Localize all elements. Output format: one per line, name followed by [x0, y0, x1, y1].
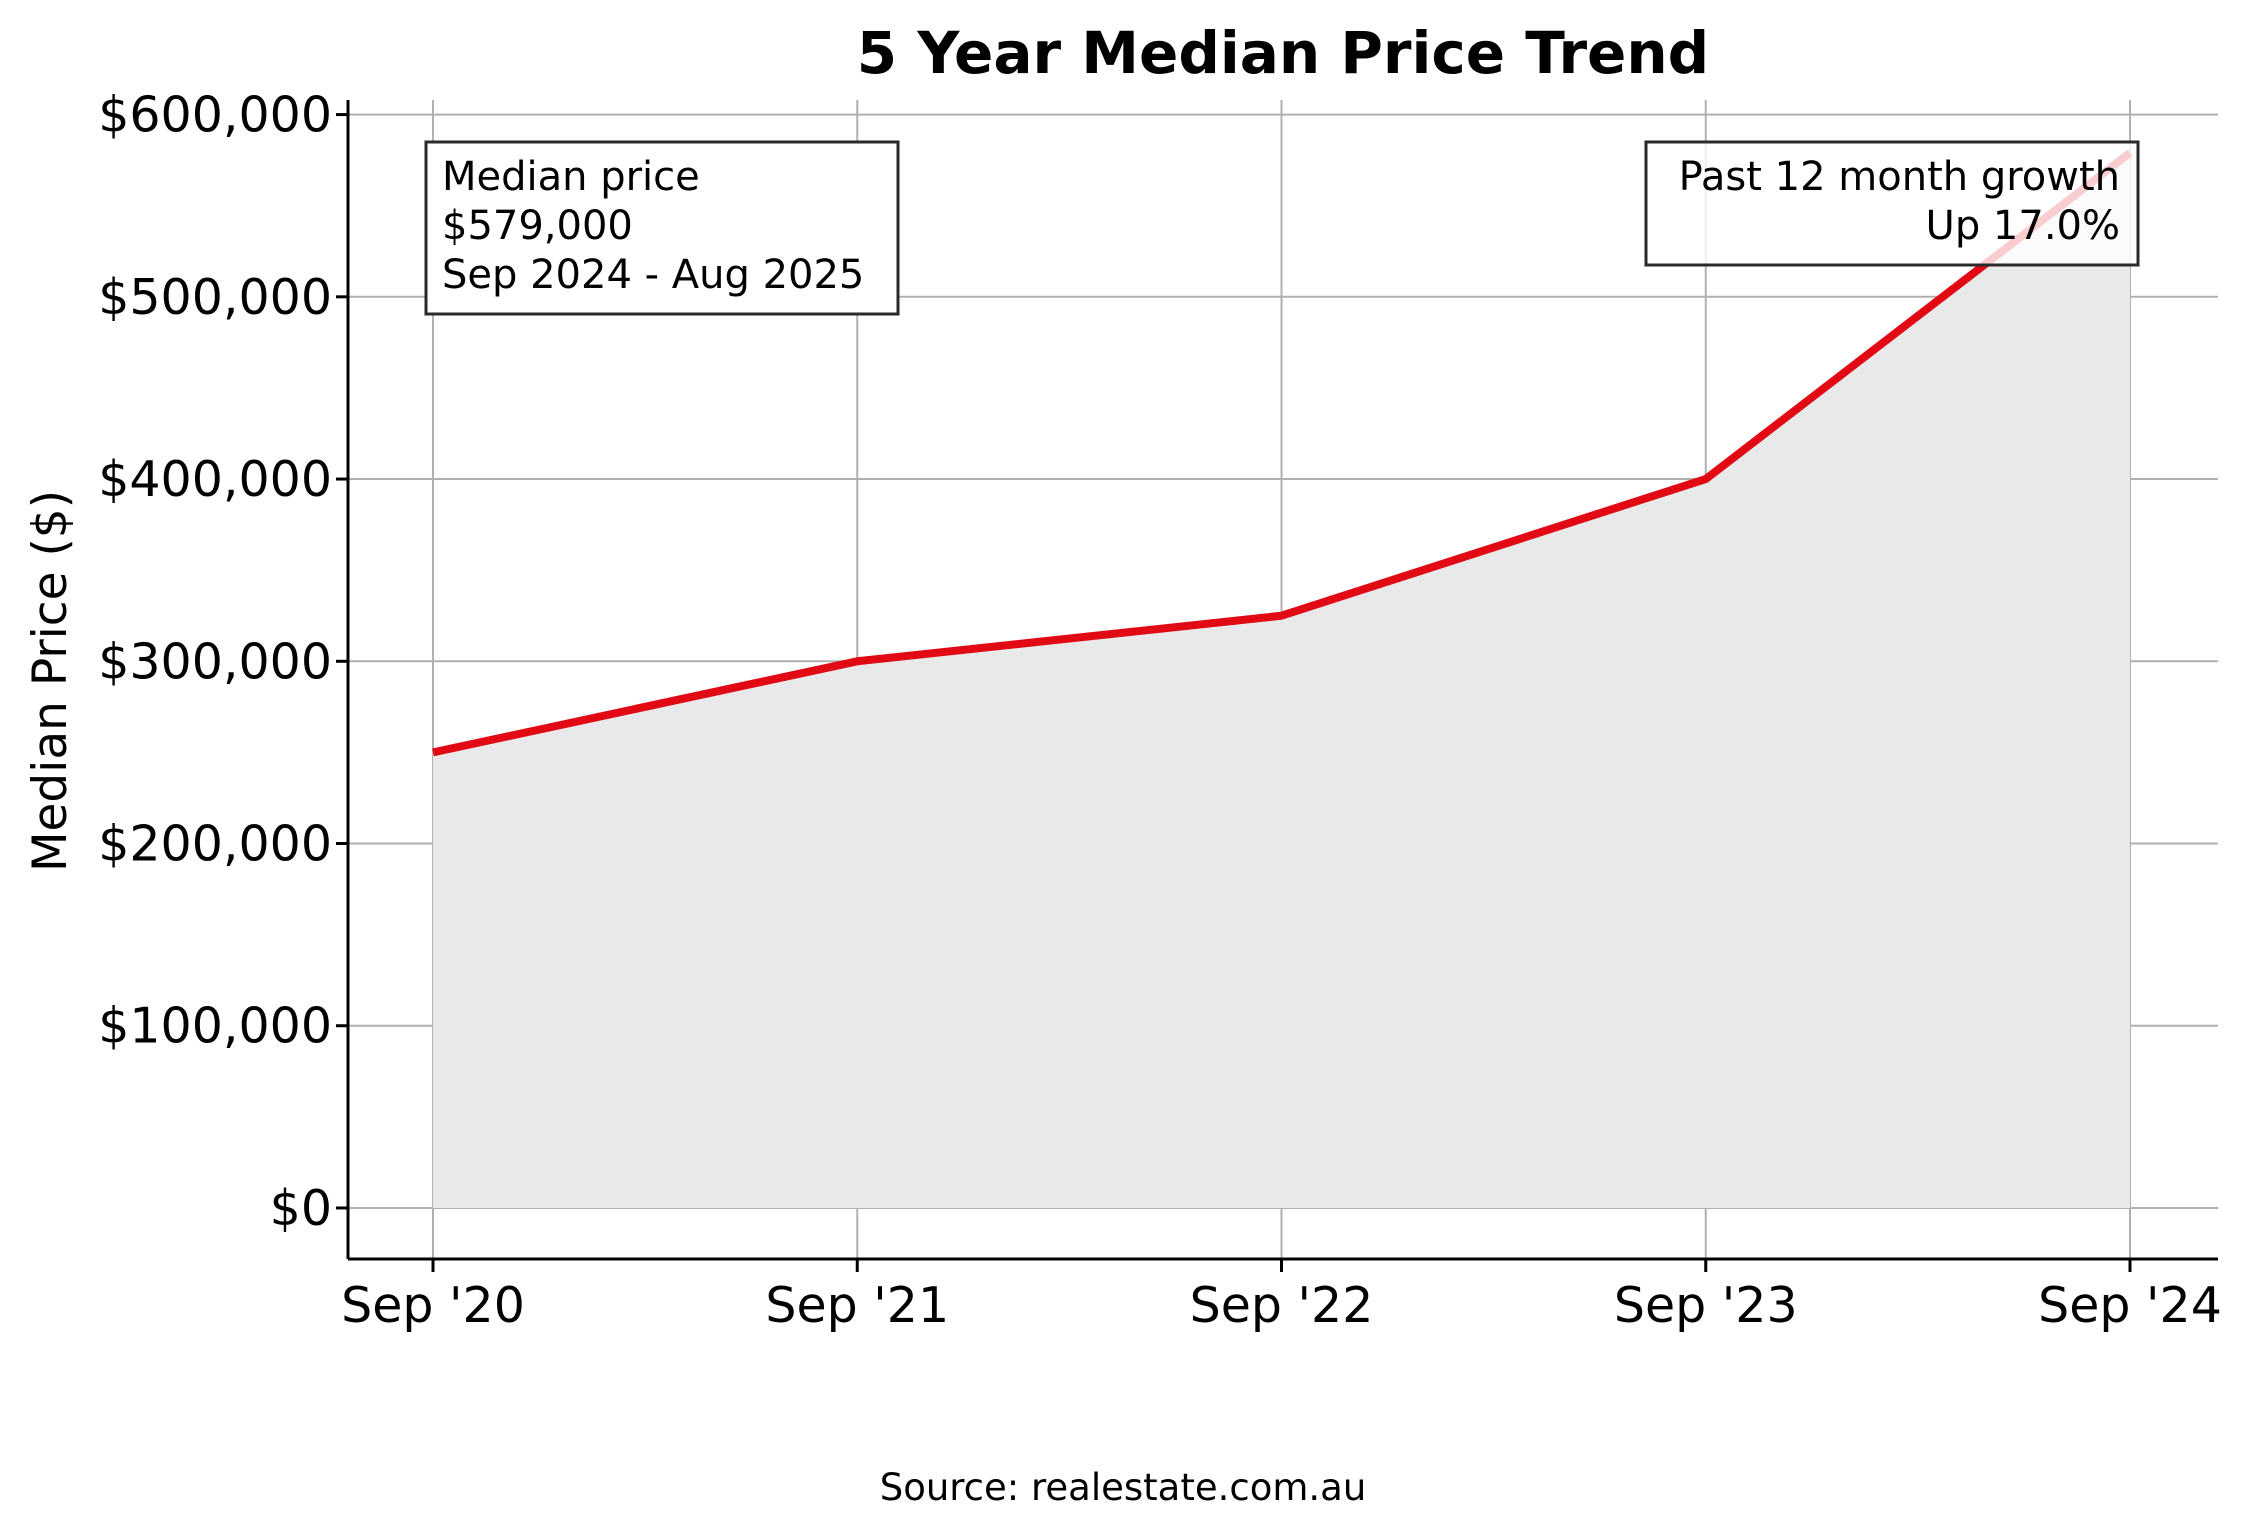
median-box-line-2: $579,000	[442, 203, 633, 249]
y-tick-label: $400,000	[98, 451, 332, 508]
median-box-line-3: Sep 2024 - Aug 2025	[442, 252, 864, 298]
growth-box-line-2: Up 17.0%	[1926, 203, 2120, 249]
x-axis-ticks: Sep '20 Sep '21 Sep '22 Sep '23 Sep '24	[341, 1259, 2222, 1334]
chart-title: 5 Year Median Price Trend	[857, 19, 1709, 87]
y-tick-label: $600,000	[98, 87, 332, 144]
data-point-0	[429, 748, 437, 756]
source-caption: Source: realestate.com.au	[880, 1466, 1367, 1509]
x-tick-label: Sep '22	[1190, 1277, 1374, 1334]
y-tick-label: $200,000	[98, 816, 332, 873]
y-tick-label: $100,000	[98, 998, 332, 1055]
median-price-annotation: Median price $579,000 Sep 2024 - Aug 202…	[424, 140, 900, 316]
data-point-2	[1278, 612, 1286, 620]
y-tick-label: $300,000	[98, 633, 332, 690]
x-tick-label: Sep '23	[1614, 1277, 1798, 1334]
area-fill	[433, 152, 2130, 1208]
median-box-line-1: Median price	[442, 154, 700, 200]
x-tick-label: Sep '21	[765, 1277, 949, 1334]
x-tick-label: Sep '24	[2038, 1277, 2222, 1334]
x-tick-label: Sep '20	[341, 1277, 525, 1334]
data-point-1	[853, 657, 861, 665]
data-point-3	[1702, 475, 1710, 483]
y-tick-label: $500,000	[98, 269, 332, 326]
growth-annotation: Past 12 month growth Up 17.0%	[1644, 140, 2140, 267]
median-price-line	[432, 149, 2133, 757]
growth-box-line-1: Past 12 month growth	[1679, 154, 2120, 200]
y-tick-label: $0	[270, 1180, 332, 1237]
y-axis-label: Median Price ($)	[23, 490, 78, 872]
y-axis-ticks: $0 $100,000 $200,000 $300,000 $400,000 $500,0…	[98, 87, 348, 1237]
